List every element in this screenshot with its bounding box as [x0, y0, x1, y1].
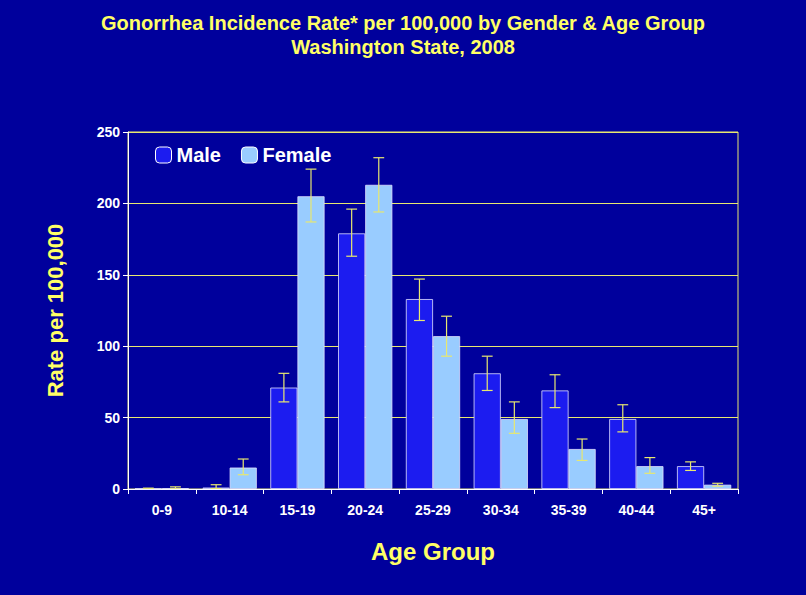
svg-text:250: 250	[97, 124, 121, 140]
svg-text:15-19: 15-19	[280, 502, 316, 518]
svg-text:45+: 45+	[692, 502, 716, 518]
svg-text:Age Group: Age Group	[371, 538, 495, 565]
svg-text:Rate per 100,000: Rate per 100,000	[43, 224, 68, 398]
svg-text:10-14: 10-14	[212, 502, 248, 518]
svg-text:25-29: 25-29	[415, 502, 451, 518]
svg-text:200: 200	[97, 195, 121, 211]
svg-text:20-24: 20-24	[347, 502, 383, 518]
svg-text:50: 50	[104, 410, 120, 426]
svg-text:100: 100	[97, 338, 121, 354]
svg-text:0: 0	[112, 481, 120, 497]
svg-text:0-9: 0-9	[152, 502, 172, 518]
svg-text:40-44: 40-44	[618, 502, 654, 518]
svg-text:Gonorrhea Incidence Rate* per: Gonorrhea Incidence Rate* per 100,000 by…	[101, 12, 705, 34]
svg-text:30-34: 30-34	[483, 502, 519, 518]
svg-text:Female: Female	[262, 144, 331, 166]
svg-text:Male: Male	[177, 144, 221, 166]
svg-text:150: 150	[97, 267, 121, 283]
svg-text:Washington State, 2008: Washington State, 2008	[291, 36, 515, 58]
svg-text:35-39: 35-39	[551, 502, 587, 518]
